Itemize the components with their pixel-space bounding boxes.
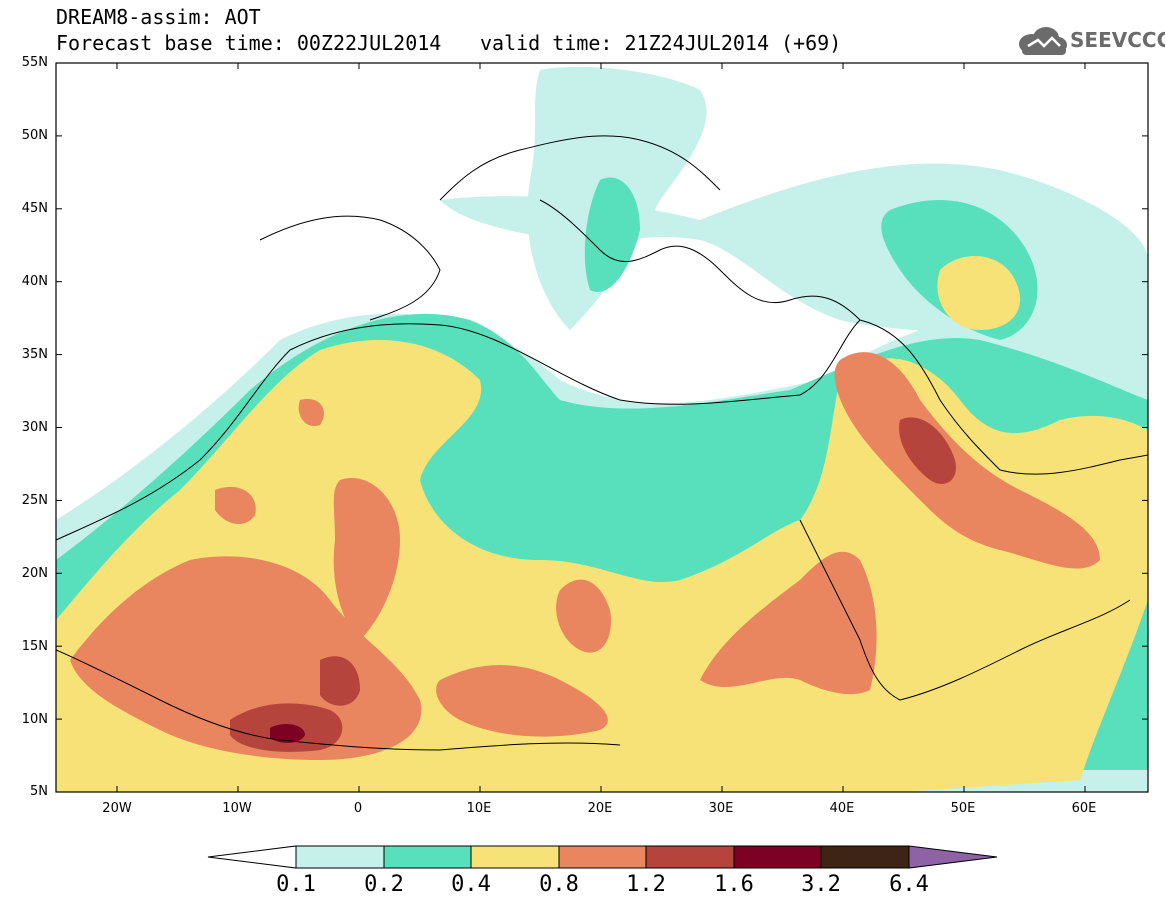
colorbar-swatch bbox=[820, 845, 910, 869]
lon-label: 10E bbox=[466, 801, 492, 816]
colorbar-swatch bbox=[733, 845, 822, 869]
colorbar bbox=[207, 845, 998, 869]
lon-label: 60E bbox=[1071, 801, 1097, 816]
lon-label: 40E bbox=[829, 801, 855, 816]
colorbar-swatch bbox=[470, 845, 560, 869]
colorbar-swatch bbox=[295, 845, 385, 869]
lat-label: 35N bbox=[21, 347, 48, 362]
colorbar-label: 3.2 bbox=[801, 872, 841, 897]
colorbar-swatch bbox=[207, 845, 297, 869]
forecast-base-time: Forecast base time: 00Z22JUL2014 bbox=[56, 31, 442, 55]
colorbar-label: 0.4 bbox=[451, 872, 491, 897]
logo-text: SEEVCCC bbox=[1070, 28, 1165, 52]
cloud-logo-icon bbox=[1019, 27, 1067, 55]
aot-contour-f5 bbox=[899, 417, 956, 484]
lon-label: 20E bbox=[587, 801, 613, 816]
lat-label: 25N bbox=[21, 493, 48, 508]
colorbar-label: 0.1 bbox=[276, 872, 316, 897]
aot-contour-f3 bbox=[937, 256, 1021, 330]
aot-contour-f4 bbox=[436, 665, 608, 737]
aot-fields bbox=[56, 63, 1148, 792]
colorbar-label: 1.2 bbox=[626, 872, 666, 897]
colorbar-swatch bbox=[558, 845, 647, 869]
aot-contour-f4 bbox=[834, 352, 1100, 569]
colorbar-label: 6.4 bbox=[889, 872, 929, 897]
lat-label: 45N bbox=[21, 201, 48, 216]
lon-label: 0 bbox=[353, 801, 363, 816]
aot-contour-f4 bbox=[215, 486, 256, 525]
map-title: DREAM8-assim: AOT bbox=[56, 5, 261, 29]
lat-label: 5N bbox=[30, 784, 48, 799]
aot-contour-f4 bbox=[333, 478, 400, 640]
colorbar-label: 0.2 bbox=[364, 872, 404, 897]
lat-label: 55N bbox=[21, 55, 48, 70]
colorbar-label: 1.6 bbox=[714, 872, 754, 897]
valid-time: valid time: 21Z24JUL2014 (+69) bbox=[480, 31, 842, 55]
aot-contour-f2 bbox=[584, 177, 640, 292]
lat-label: 50N bbox=[21, 128, 48, 143]
aot-contour-f6 bbox=[270, 724, 305, 743]
axis-ticks bbox=[56, 62, 1148, 793]
colorbar-swatch bbox=[908, 845, 998, 869]
lon-label: 30E bbox=[708, 801, 734, 816]
lat-label: 30N bbox=[21, 420, 48, 435]
lat-label: 40N bbox=[21, 274, 48, 289]
lat-label: 20N bbox=[21, 566, 48, 581]
aot-contour-f5 bbox=[320, 656, 360, 706]
lon-label: 50E bbox=[950, 801, 976, 816]
colorbar-label: 0.8 bbox=[539, 872, 579, 897]
lat-label: 10N bbox=[21, 712, 48, 727]
lon-label: 20W bbox=[102, 801, 132, 816]
aot-contour-f4 bbox=[556, 579, 611, 653]
aot-contour-f4 bbox=[700, 551, 877, 695]
aot-contour-f4 bbox=[298, 399, 324, 426]
colorbar-swatch bbox=[645, 845, 735, 869]
lon-label: 10W bbox=[222, 801, 252, 816]
aot-contour-f4 bbox=[70, 556, 422, 760]
coastlines bbox=[56, 135, 1148, 751]
lat-label: 15N bbox=[21, 639, 48, 654]
colorbar-swatch bbox=[383, 845, 472, 869]
